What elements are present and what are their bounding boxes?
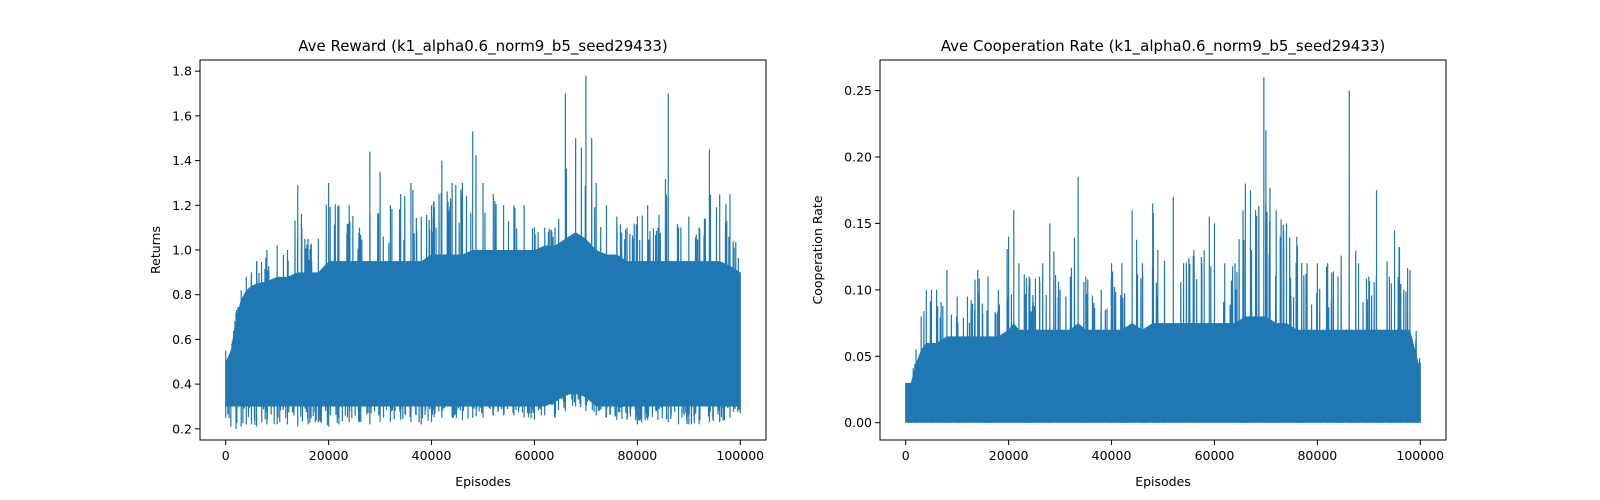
cooperation-y-tick-label: 0.15 <box>844 216 872 231</box>
reward-x-tick-label: 0 <box>222 448 230 463</box>
cooperation-y-axis-label: Cooperation Rate <box>810 195 825 304</box>
cooperation-x-axis-label: Episodes <box>1135 474 1191 489</box>
cooperation-chart-title: Ave Cooperation Rate (k1_alpha0.6_norm9_… <box>941 37 1386 56</box>
reward-y-tick-label: 1.6 <box>172 108 192 123</box>
reward-x-tick-label: 60000 <box>515 448 555 463</box>
cooperation-x-ticks: 0 20000 40000 60000 80000 100000 <box>902 440 1444 463</box>
reward-chart-title: Ave Reward (k1_alpha0.6_norm9_b5_seed294… <box>298 37 668 56</box>
reward-dense-band <box>225 232 741 407</box>
cooperation-x-tick-label: 0 <box>902 448 910 463</box>
reward-x-tick-label: 40000 <box>412 448 452 463</box>
reward-y-tick-label: 0.6 <box>172 332 192 347</box>
reward-x-tick-label: 20000 <box>309 448 349 463</box>
cooperation-x-tick-label: 100000 <box>1396 448 1444 463</box>
reward-panel: Ave Reward (k1_alpha0.6_norm9_b5_seed294… <box>148 37 767 489</box>
cooperation-panel: Ave Cooperation Rate (k1_alpha0.6_norm9_… <box>810 37 1447 489</box>
reward-x-ticks: 0 20000 40000 60000 80000 100000 <box>222 440 764 463</box>
reward-x-tick-label: 80000 <box>617 448 657 463</box>
cooperation-y-ticks: 0.00 0.05 0.10 0.15 0.20 0.25 <box>844 83 880 430</box>
cooperation-y-tick-label: 0.05 <box>844 349 872 364</box>
cooperation-y-tick-label: 0.20 <box>844 149 872 164</box>
cooperation-axes-frame <box>879 59 1447 441</box>
reward-y-tick-label: 1.2 <box>172 198 192 213</box>
reward-y-axis-label: Returns <box>148 226 163 274</box>
reward-y-tick-label: 1.0 <box>172 243 192 258</box>
cooperation-x-tick-label: 80000 <box>1297 448 1337 463</box>
reward-x-tick-label: 100000 <box>716 448 764 463</box>
cooperation-plot-area <box>905 77 1421 423</box>
reward-x-axis-label: Episodes <box>455 474 511 489</box>
reward-y-tick-label: 0.8 <box>172 287 192 302</box>
cooperation-y-tick-label: 0.00 <box>844 415 872 430</box>
reward-y-tick-label: 1.8 <box>172 64 192 79</box>
cooperation-x-tick-label: 20000 <box>989 448 1029 463</box>
reward-y-tick-label: 1.4 <box>172 153 192 168</box>
cooperation-y-tick-label: 0.25 <box>844 83 872 98</box>
reward-plot-area <box>225 75 741 429</box>
reward-y-ticks: 0.2 0.4 0.6 0.8 1.0 1.2 1.4 1.6 1.8 <box>172 64 200 436</box>
cooperation-x-tick-label: 60000 <box>1195 448 1235 463</box>
reward-y-tick-label: 0.4 <box>172 377 192 392</box>
cooperation-y-tick-label: 0.10 <box>844 282 872 297</box>
cooperation-x-tick-label: 40000 <box>1092 448 1132 463</box>
cooperation-dense-band <box>905 316 1421 423</box>
reward-y-tick-label: 0.2 <box>172 421 192 436</box>
